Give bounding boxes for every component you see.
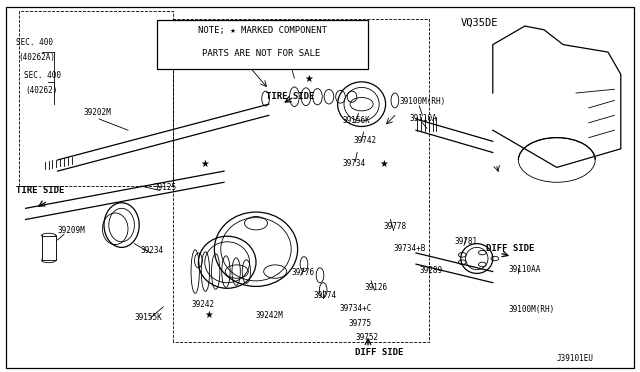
- Text: 39742M: 39742M: [278, 56, 306, 65]
- Text: 39776: 39776: [291, 268, 314, 277]
- Text: ★: ★: [380, 159, 388, 169]
- Text: SEC. 400: SEC. 400: [24, 71, 61, 80]
- FancyBboxPatch shape: [157, 20, 368, 69]
- Text: DIFF SIDE: DIFF SIDE: [486, 244, 535, 253]
- Text: 39110A: 39110A: [410, 114, 437, 123]
- Text: 39125: 39125: [154, 183, 177, 192]
- Text: ★: ★: [205, 310, 214, 320]
- Text: 39778: 39778: [384, 222, 407, 231]
- Text: 39774: 39774: [314, 291, 337, 299]
- Text: (40262A): (40262A): [18, 52, 55, 61]
- Text: 39202M: 39202M: [83, 108, 111, 117]
- Text: 39209M: 39209M: [58, 225, 85, 234]
- Text: 39242: 39242: [192, 300, 215, 309]
- Text: 39734+B: 39734+B: [394, 244, 426, 253]
- Text: 39242M: 39242M: [256, 311, 284, 320]
- Text: 39734+C: 39734+C: [339, 304, 372, 312]
- Text: NOTE; ★ MARKED COMPONENT: NOTE; ★ MARKED COMPONENT: [198, 26, 328, 35]
- Text: 39775: 39775: [349, 318, 372, 327]
- Text: 39156K: 39156K: [342, 116, 370, 125]
- Text: 39734: 39734: [342, 158, 365, 167]
- Text: ★: ★: [200, 159, 209, 169]
- Text: J39101EU: J39101EU: [557, 354, 594, 363]
- Text: DIFF SIDE: DIFF SIDE: [355, 348, 404, 357]
- Text: 39110AA: 39110AA: [509, 264, 541, 273]
- Text: SEC. 400: SEC. 400: [16, 38, 53, 46]
- Text: 39752: 39752: [355, 333, 378, 342]
- Text: 39126: 39126: [365, 283, 388, 292]
- Text: ★: ★: [304, 74, 313, 84]
- Text: TIRE SIDE: TIRE SIDE: [16, 186, 65, 195]
- Text: 39100M(RH): 39100M(RH): [400, 97, 446, 106]
- Text: 39155K: 39155K: [134, 313, 162, 322]
- Text: 39289: 39289: [419, 266, 442, 275]
- Text: VQ35DE: VQ35DE: [461, 18, 499, 28]
- Text: TIRE SIDE: TIRE SIDE: [266, 92, 314, 100]
- Text: PARTS ARE NOT FOR SALE: PARTS ARE NOT FOR SALE: [202, 49, 320, 58]
- Text: 39781: 39781: [454, 237, 477, 246]
- Text: 39234: 39234: [141, 246, 164, 255]
- Text: 39100M(RH): 39100M(RH): [509, 305, 555, 314]
- Bar: [42, 236, 56, 260]
- Text: 39742: 39742: [354, 136, 377, 145]
- Text: (40262): (40262): [26, 86, 58, 95]
